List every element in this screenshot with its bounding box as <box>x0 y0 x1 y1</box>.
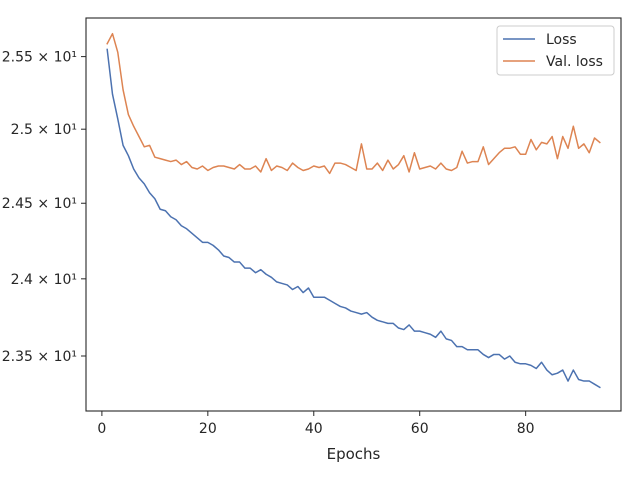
y-tick-label: 2.55 × 10¹ <box>2 50 77 66</box>
y-tick-label: 2.4 × 10¹ <box>11 272 77 288</box>
legend-label-val-loss: Val. loss <box>546 54 603 70</box>
y-tick-label: 2.5 × 10¹ <box>11 122 77 138</box>
x-tick-label: 40 <box>305 421 323 437</box>
x-tick-label: 0 <box>97 421 106 437</box>
x-tick-label: 80 <box>517 421 535 437</box>
y-tick-label: 2.45 × 10¹ <box>2 196 77 212</box>
legend: Loss Val. loss <box>497 26 614 75</box>
y-tick-label: 2.35 × 10¹ <box>2 349 77 365</box>
x-axis-label: Epochs <box>327 445 381 463</box>
x-tick-label: 20 <box>199 421 217 437</box>
x-tick-label: 60 <box>411 421 429 437</box>
legend-label-loss: Loss <box>546 32 577 48</box>
